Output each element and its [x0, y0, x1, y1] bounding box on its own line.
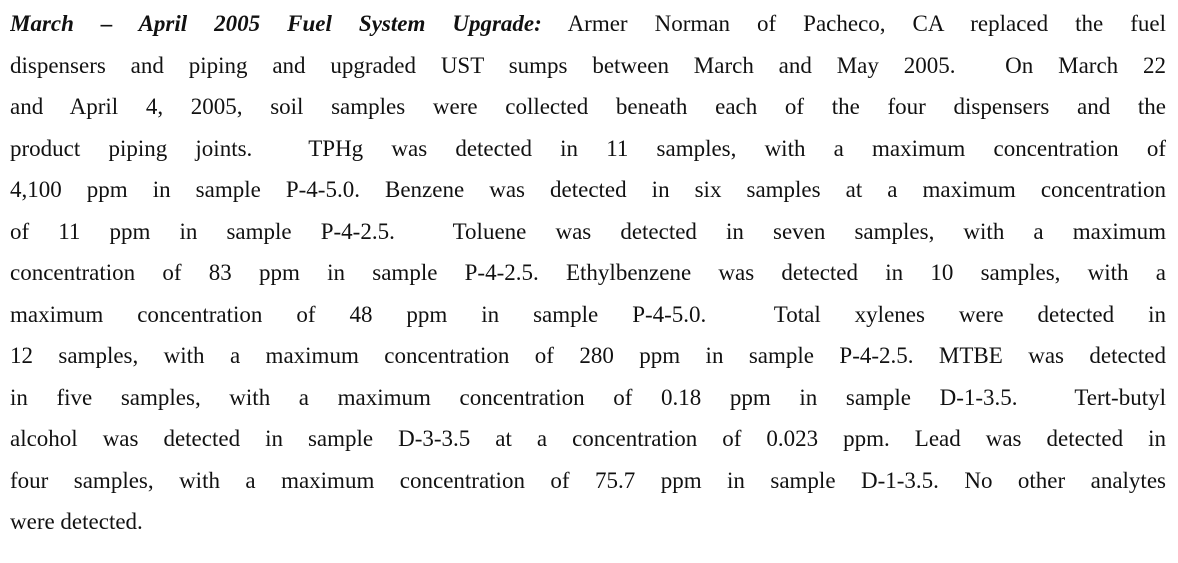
text-line: in five samples, with a maximum concentr… [10, 384, 1166, 410]
text-line: and April 4, 2005, soil samples were col… [10, 94, 1166, 119]
text-line: 12 samples, with a maximum concentration… [10, 343, 1166, 368]
text-line: concentration of 83 ppm in sample P-4-2.… [10, 260, 1166, 285]
text-line: of 11 ppm in sample P-4-2.5. Toluene was… [10, 218, 1166, 244]
text-line: maximum concentration of 48 ppm in sampl… [10, 301, 1166, 327]
line-text: Armer Norman of Pacheco, CA replaced the… [567, 11, 1166, 36]
text-line: alcohol was detected in sample D-3-3.5 a… [10, 426, 1166, 451]
text-line: four samples, with a maximum concentrati… [10, 467, 1166, 493]
text-line: dispensers and piping and upgraded UST s… [10, 52, 1166, 78]
text-line: product piping joints. TPHg was detected… [10, 135, 1166, 161]
text-line: 4,100 ppm in sample P-4-5.0. Benzene was… [10, 177, 1166, 202]
text-line: were detected. [10, 509, 143, 534]
heading: March – April 2005 Fuel System Upgrade: [10, 11, 542, 36]
text-line: March – April 2005 Fuel System Upgrade: … [10, 3, 1166, 45]
